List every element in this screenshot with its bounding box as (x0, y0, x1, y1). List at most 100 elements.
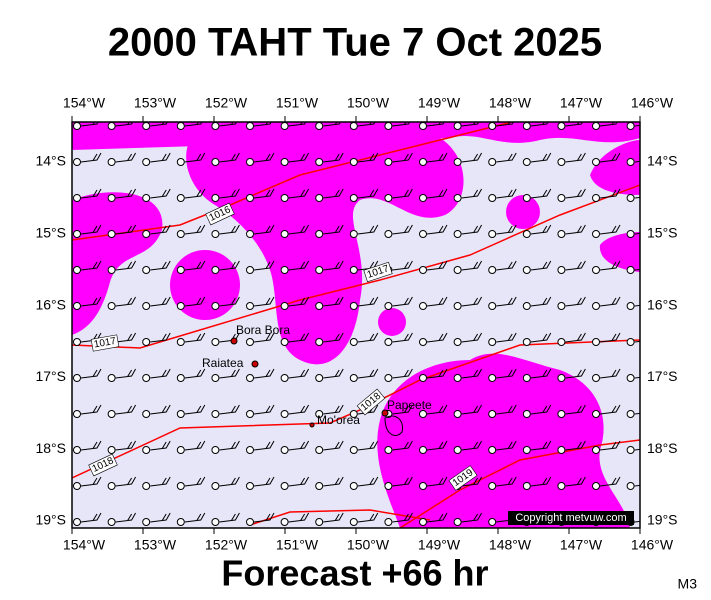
barb (184, 188, 206, 199)
lat-label: 17°S (35, 368, 66, 384)
barb (323, 476, 344, 487)
station (73, 266, 81, 274)
station (557, 410, 566, 418)
barb (288, 332, 310, 343)
rain-areas (72, 122, 640, 528)
station (384, 302, 393, 310)
barb (253, 188, 275, 199)
station (176, 374, 185, 382)
barb (565, 404, 586, 415)
isobar-label-bg (90, 334, 120, 352)
barb (392, 122, 411, 127)
station (488, 122, 497, 130)
barb (184, 224, 206, 235)
barb (599, 404, 621, 415)
isobar-label-bg (88, 453, 118, 477)
lon-label: 146°W (631, 537, 674, 553)
barb (496, 476, 517, 487)
barb (357, 152, 379, 163)
barb (80, 296, 102, 307)
station (73, 374, 81, 382)
barb (150, 260, 171, 271)
barb (80, 476, 102, 487)
station (626, 194, 635, 202)
station (142, 482, 151, 490)
station (419, 122, 427, 130)
station (349, 374, 358, 382)
station (315, 482, 324, 490)
barb (461, 440, 483, 451)
barb (496, 224, 517, 235)
lat-label: 19°S (647, 512, 678, 528)
barb (184, 122, 203, 127)
barb (392, 260, 413, 271)
station (419, 482, 427, 490)
station (522, 482, 531, 490)
station (626, 338, 635, 346)
station (592, 446, 600, 454)
lat-label: 14°S (647, 153, 678, 169)
station (73, 410, 81, 418)
wind-barbs (73, 122, 640, 526)
station (557, 194, 566, 202)
lon-label: 151°W (276, 537, 319, 553)
barb (392, 296, 413, 307)
barb (392, 224, 413, 235)
barb (496, 296, 517, 307)
labels: Bora Bora Raiatea Mo'orea Papeete Copyri… (35, 95, 677, 553)
isobar-label-bg (363, 261, 393, 283)
lat-label: 18°S (35, 440, 66, 456)
barb (288, 122, 307, 127)
station (453, 518, 462, 526)
station (557, 302, 566, 310)
barb (323, 224, 344, 235)
barb (288, 476, 310, 487)
barb (496, 152, 517, 163)
barb (184, 404, 206, 415)
station (453, 266, 462, 274)
barb (357, 476, 379, 487)
lon-label: 154°W (63, 95, 106, 111)
station (211, 230, 220, 238)
station (142, 230, 151, 238)
barb (80, 404, 102, 415)
barb (219, 152, 240, 163)
lon-label: 149°W (418, 95, 461, 111)
station (522, 410, 531, 418)
station (592, 194, 600, 202)
barb (150, 296, 171, 307)
station (384, 374, 393, 382)
station (142, 374, 151, 382)
barb (357, 512, 379, 523)
barb (150, 122, 168, 127)
barb (461, 404, 483, 415)
map-area (72, 122, 640, 528)
place-label: Mo'orea (317, 413, 360, 427)
station (73, 122, 81, 130)
station (176, 158, 185, 166)
station (419, 266, 427, 274)
lon-label: 147°W (560, 95, 603, 111)
station (315, 410, 324, 418)
barb (323, 260, 344, 271)
barb (426, 260, 448, 271)
barb (530, 332, 552, 343)
station (626, 410, 635, 418)
station (176, 338, 185, 346)
station (349, 302, 358, 310)
station (280, 122, 289, 130)
station (488, 374, 497, 382)
lat-label: 19°S (35, 512, 66, 528)
barb (392, 512, 413, 523)
station (522, 446, 531, 454)
barb (565, 260, 586, 271)
barb (80, 260, 102, 271)
station (349, 338, 358, 346)
station (107, 518, 116, 526)
station (142, 338, 151, 346)
barb (253, 260, 275, 271)
barb (253, 122, 272, 127)
station (488, 194, 497, 202)
station (592, 482, 600, 490)
barb (426, 476, 448, 487)
